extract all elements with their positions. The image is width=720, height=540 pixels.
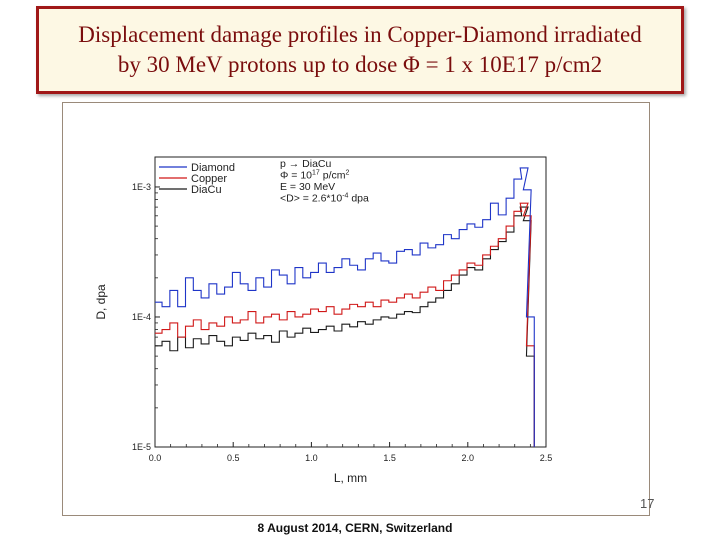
annotation-part: Φ = 10: [280, 170, 312, 182]
annotation-part: dpa: [348, 193, 369, 205]
annotation-part: -4: [342, 193, 348, 200]
series-line-diacu: [155, 206, 535, 447]
chart-frame: 0.0 0.5 1.0 1.5 2.0 2.5 1E-5 1E-4 1E-3 L, mm D, dp…: [62, 102, 650, 516]
series-line-copper: [155, 202, 535, 447]
x-axis-label: L, mm: [334, 471, 367, 485]
slide-title-line-1: Displacement damage profiles in Copper-D…: [78, 22, 642, 47]
y-tick-label: 1E-5: [132, 442, 151, 452]
annotation-part: 17: [312, 170, 320, 177]
annotation-part: E = 30 MeV: [280, 181, 335, 193]
chart-annotation: Φ = 1017 p/cm2: [280, 170, 350, 182]
page-number: 17: [640, 496, 655, 511]
chart-annotation: p → DiaCu: [280, 158, 332, 170]
y-axis-label: D, dpa: [94, 284, 108, 320]
legend-label-copper: Copper: [191, 173, 227, 185]
chart-annotation: <D> = 2.6*10-4 dpa: [280, 193, 369, 205]
slide-title-line-2: by 30 MeV protons up to dose Φ = 1 x 10E…: [117, 52, 603, 77]
x-tick-label: 1.5: [383, 453, 396, 463]
x-tick-label: 0.0: [149, 453, 162, 463]
y-tick-label: 1E-4: [132, 312, 151, 322]
annotation-part: p/cm: [320, 170, 346, 182]
annotation-part: 2: [346, 170, 350, 177]
series-line-diamond: [155, 167, 535, 447]
x-tick-label: 1.0: [305, 453, 318, 463]
damage-profile-chart: 0.0 0.5 1.0 1.5 2.0 2.5 1E-5 1E-4 1E-3 L, mm D, dp…: [94, 156, 553, 485]
title-box: Displacement damage profiles in Copper-D…: [36, 6, 684, 94]
x-tick-label: 2.5: [540, 453, 553, 463]
y-tick-label: 1E-3: [132, 182, 151, 192]
chart-annotation: E = 30 MeV: [280, 181, 335, 193]
footer-text: 8 August 2014, CERN, Switzerland: [257, 521, 453, 535]
x-tick-label: 2.0: [462, 453, 475, 463]
legend-label-diacu: DiaCu: [191, 184, 222, 196]
annotation-part: <D> = 2.6*10: [280, 193, 342, 205]
annotation-part: p → DiaCu: [280, 158, 332, 170]
legend-label-diamond: Diamond: [191, 162, 235, 174]
x-tick-label: 0.5: [227, 453, 240, 463]
